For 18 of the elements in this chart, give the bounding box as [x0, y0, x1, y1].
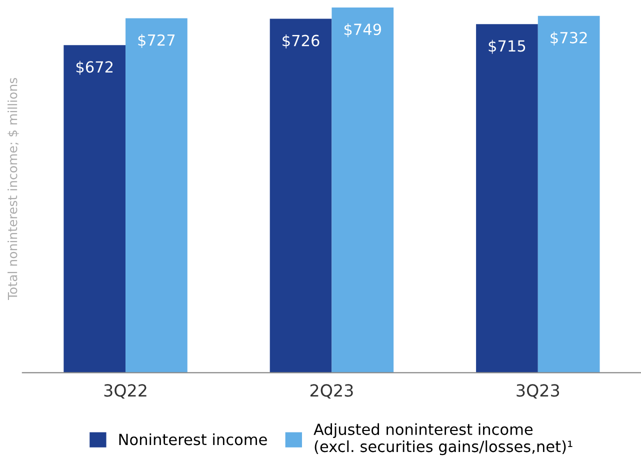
data-label: $715 — [488, 40, 526, 54]
y-axis-title: Total noninterest income; $ millions — [8, 78, 19, 300]
data-label: $672 — [76, 60, 113, 75]
legend-label: Adjusted noninterest income (excl. securities gains/losses,net)¹ — [314, 423, 572, 456]
data-label: $727 — [138, 34, 175, 48]
x-tick-label: 2Q23 — [310, 384, 353, 399]
bar — [476, 24, 538, 373]
bar — [64, 45, 126, 373]
x-tick-label: 3Q23 — [516, 384, 560, 399]
data-label: $726 — [282, 34, 320, 48]
bar — [538, 16, 600, 373]
bar — [126, 18, 188, 373]
data-label: $732 — [550, 32, 587, 46]
bar — [270, 18, 332, 373]
x-tick-label: 3Q22 — [104, 384, 146, 399]
legend-label: Noninterest income — [119, 433, 267, 446]
data-label: $749 — [344, 23, 382, 38]
bar — [332, 8, 394, 373]
